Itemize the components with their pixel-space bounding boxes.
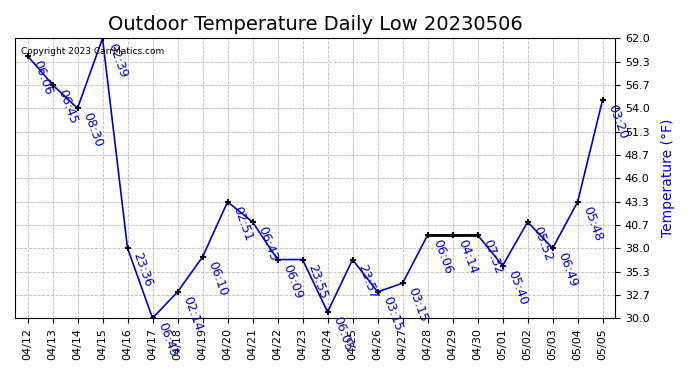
Text: 03:20: 03:20 [605,102,630,141]
Text: 05:40: 05:40 [505,268,530,307]
Text: 06:45: 06:45 [55,87,80,126]
Text: 03:15: 03:15 [406,286,430,324]
Title: Outdoor Temperature Daily Low 20230506: Outdoor Temperature Daily Low 20230506 [108,15,522,34]
Text: 06:05: 06:05 [331,315,355,353]
Text: 06:06: 06:06 [431,238,455,276]
Text: 23:55: 23:55 [306,262,330,301]
Y-axis label: Temperature (°F): Temperature (°F) [661,119,675,237]
Text: 06:45: 06:45 [155,321,180,359]
Text: 23:57: 23:57 [355,262,380,301]
Text: 07:32: 07:32 [480,238,505,276]
Text: 02:39: 02:39 [106,41,130,79]
Text: 06:49: 06:49 [555,251,580,289]
Text: 06:09: 06:09 [280,262,305,301]
Text: 06:43: 06:43 [255,225,280,263]
Text: 08:30: 08:30 [80,111,105,150]
Text: 03:15: 03:15 [380,295,405,333]
Text: 23:36: 23:36 [130,251,155,289]
Text: 06:10: 06:10 [206,260,230,298]
Text: 05:52: 05:52 [531,225,555,263]
Text: 06:06: 06:06 [30,58,55,97]
Text: Copyright 2023 CarrMatics.com: Copyright 2023 CarrMatics.com [21,47,164,56]
Text: 04:14: 04:14 [455,238,480,276]
Text: 02:51: 02:51 [230,205,255,243]
Text: 02:14: 02:14 [180,295,205,333]
Text: 05:48: 05:48 [580,205,605,243]
